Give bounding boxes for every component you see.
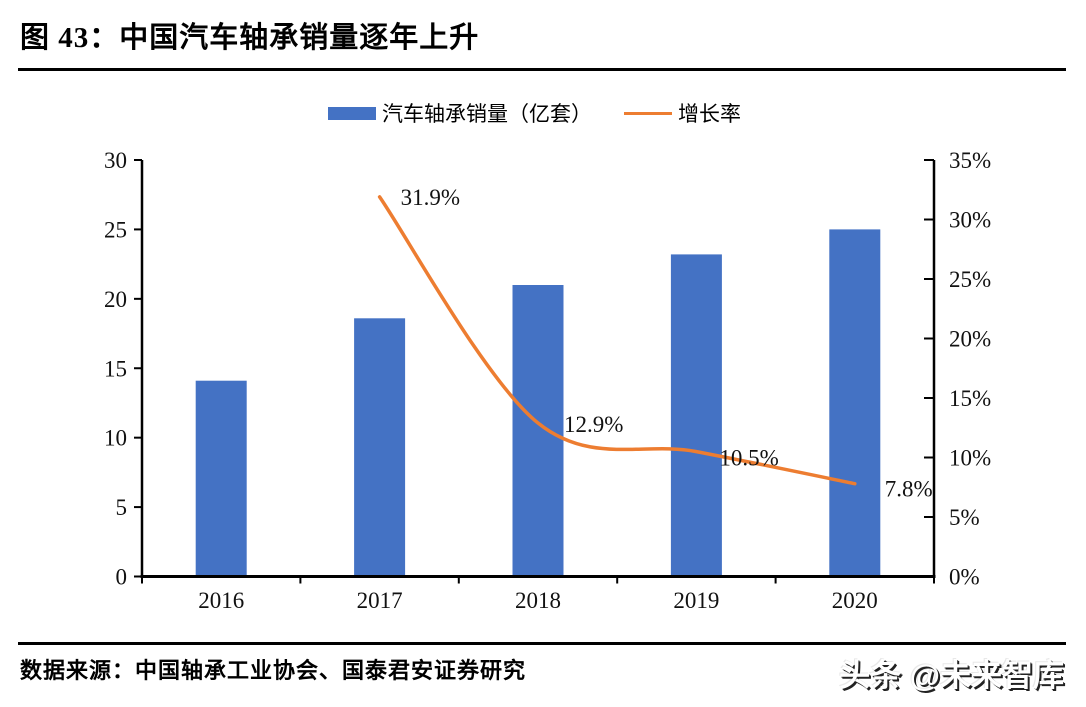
- x-axis-label-2019: 2019: [673, 588, 719, 613]
- x-axis-label-2018: 2018: [515, 588, 561, 613]
- bar-2019: [670, 254, 722, 577]
- legend-bar-swatch: [328, 106, 376, 120]
- x-axis-label-2020: 2020: [832, 588, 878, 613]
- growth-value-label: 31.9%: [401, 185, 460, 210]
- left-axis-tick-label: 15: [104, 356, 127, 381]
- right-axis-tick-label: 30%: [949, 208, 991, 233]
- title-underline: [18, 68, 1066, 71]
- x-axis-label-2016: 2016: [198, 588, 244, 613]
- bar-2018: [512, 285, 564, 577]
- legend-line-swatch: [624, 111, 672, 115]
- growth-value-label: 12.9%: [564, 412, 623, 437]
- growth-value-label: 10.5%: [719, 446, 778, 471]
- growth-value-label: 7.8%: [885, 477, 933, 502]
- left-axis-tick-label: 5: [116, 495, 128, 520]
- right-axis-tick-label: 5%: [949, 505, 980, 530]
- x-axis-label-2017: 2017: [357, 588, 403, 613]
- left-axis-tick-label: 30: [104, 148, 127, 173]
- bar-2016: [195, 380, 247, 577]
- legend-bar-label: 汽车轴承销量（亿套）: [382, 102, 592, 126]
- data-source: 数据来源：中国轴承工业协会、国泰君安证券研究: [20, 658, 527, 683]
- right-axis-tick-label: 25%: [949, 267, 991, 292]
- left-axis-tick-label: 0: [116, 565, 128, 590]
- right-axis-tick-label: 15%: [949, 386, 991, 411]
- figure-title: 图 43：中国汽车轴承销量逐年上升: [20, 22, 480, 54]
- left-axis-tick-label: 20: [104, 287, 127, 312]
- right-axis-tick-label: 35%: [949, 148, 991, 173]
- right-axis-tick-label: 20%: [949, 327, 991, 352]
- legend-line-label: 增长率: [678, 102, 741, 126]
- right-axis-tick-label: 0%: [949, 565, 980, 590]
- footer-divider: [18, 642, 1066, 645]
- chart-legend: 汽车轴承销量（亿套） 增长率: [328, 98, 741, 128]
- bar-2020: [829, 229, 881, 577]
- right-axis-tick-label: 10%: [949, 446, 991, 471]
- bar-2017: [354, 318, 406, 577]
- watermark: 头条 @未来智库: [839, 658, 1064, 693]
- left-axis-tick-label: 25: [104, 217, 127, 242]
- growth-line: [377, 195, 857, 486]
- left-axis-tick-label: 10: [104, 426, 127, 451]
